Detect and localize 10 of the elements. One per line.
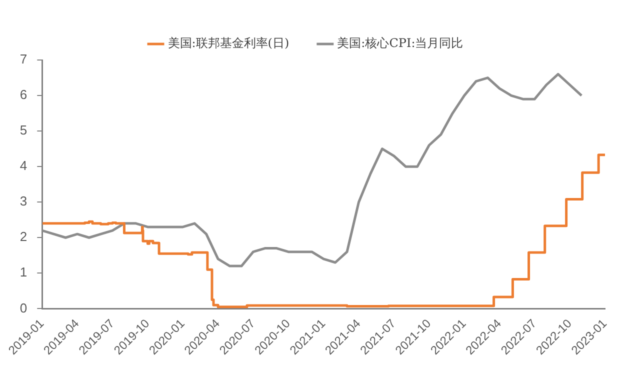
y-tick-label: 3	[20, 194, 28, 209]
legend-label: 美国:核心CPI:当月同比	[337, 36, 464, 50]
legend-label: 美国:联邦基金利率(日)	[168, 36, 290, 50]
y-tick-label: 4	[20, 158, 28, 174]
y-tick-label: 1	[20, 264, 28, 280]
y-tick-label: 5	[20, 122, 28, 138]
y-tick-label: 7	[20, 52, 28, 67]
y-tick-label: 6	[20, 87, 28, 102]
y-tick-label: 2	[20, 229, 28, 244]
y-tick-label: 0	[20, 300, 28, 316]
